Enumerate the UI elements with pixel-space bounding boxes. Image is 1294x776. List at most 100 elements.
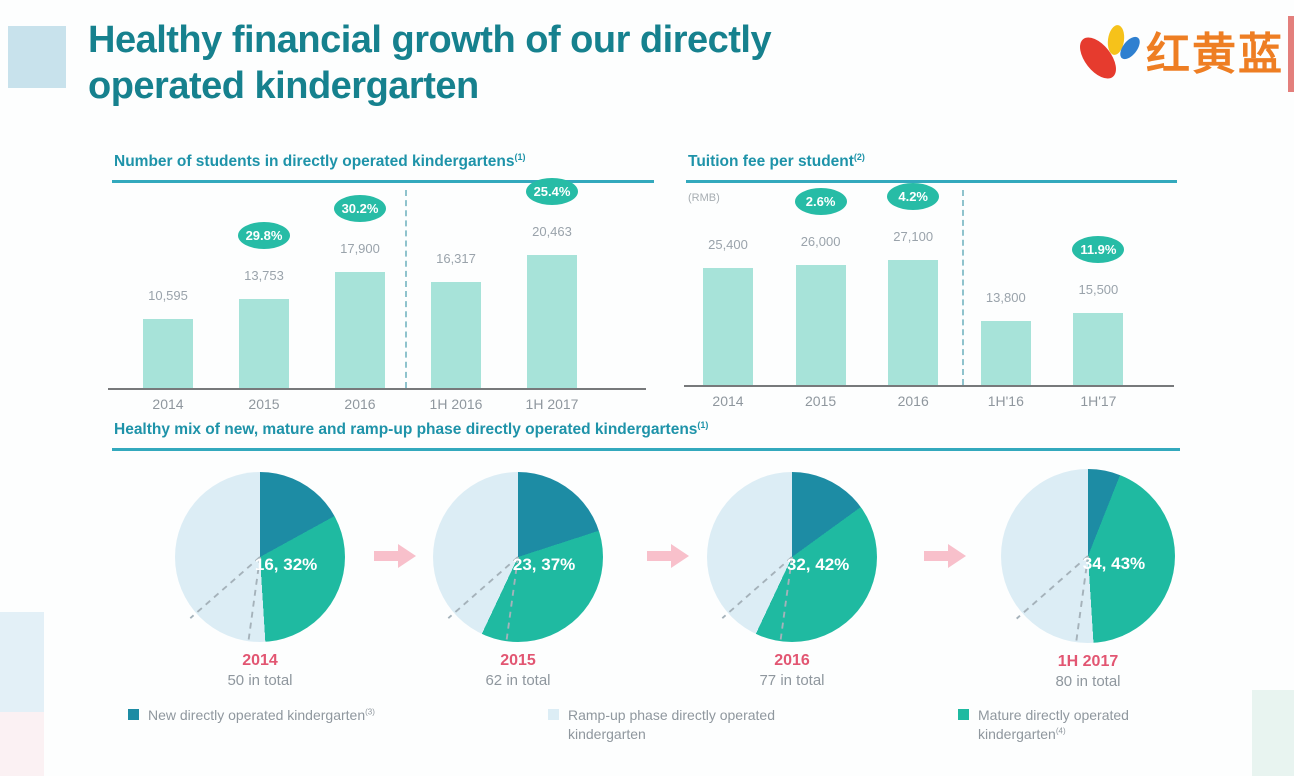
axis-label: 2015 <box>248 396 280 412</box>
page-title-line2: operated kindergarten <box>88 64 479 107</box>
bar <box>795 264 846 385</box>
growth-badge: 2.6% <box>794 187 847 215</box>
axis-label: 2016 <box>897 393 929 409</box>
mature-kindergarten-swatch <box>958 709 969 720</box>
axis-label: 1H'17 <box>1080 393 1117 409</box>
axis-label: 2014 <box>712 393 744 409</box>
pie-callout-label: 34, 43% <box>1082 554 1146 574</box>
unit-label: (RMB) <box>688 192 720 204</box>
page-title: Healthy financial growth of our directly… <box>88 18 1088 109</box>
legend-label: Mature directly operated kindergarten(4) <box>978 707 1129 742</box>
pie-total-label: 50 in total <box>227 672 293 689</box>
bar-value-label: 27,100 <box>893 228 934 244</box>
pie-year-label: 2014 <box>242 652 278 669</box>
growth-badge: 30.2% <box>334 194 386 222</box>
pie-year-label: 2016 <box>774 652 810 669</box>
mix-section-title: Healthy mix of new, mature and ramp-up p… <box>114 420 708 439</box>
bar <box>239 298 289 388</box>
pie-circle: 16, 32% <box>175 472 345 644</box>
legend-label: Ramp-up phase directly operated kinderga… <box>568 707 776 742</box>
bar <box>527 254 577 388</box>
chart-title-text: Tuition fee per student <box>688 153 854 171</box>
bar-value-label: 20,463 <box>532 223 572 239</box>
growth-badge: 11.9% <box>1072 236 1125 264</box>
tuition-bar-chart: Tuition fee per student(2) (RMB) 25,400 2… <box>684 152 1178 412</box>
logo-text: 红黄蓝 <box>1146 29 1284 79</box>
pie-callout-label: 16, 32% <box>254 555 318 575</box>
edge-square-left-blue <box>0 612 44 712</box>
legend-label: New directly operated kindergarten(3) <box>148 707 375 723</box>
bar-value-label: 13,800 <box>985 290 1026 306</box>
bar-value-label: 13,753 <box>244 267 284 283</box>
header-underline <box>686 180 1177 183</box>
students-bar-chart: Number of students in directly operated … <box>108 152 657 412</box>
pie-total-label: 62 in total <box>485 672 551 689</box>
header-underline <box>112 180 654 183</box>
x-axis-line <box>108 388 646 390</box>
dashed-callout-lines <box>721 556 793 644</box>
pie-circle: 23, 37% <box>433 472 603 644</box>
arrow-icon <box>372 543 418 574</box>
bar <box>431 281 481 388</box>
pie-chart: 23, 37% 2015 62 in total <box>433 472 603 689</box>
rampup-kindergarten-swatch <box>548 709 559 720</box>
company-logo: 红黄蓝 <box>1078 20 1284 89</box>
bar-value-label: 16,317 <box>436 250 476 266</box>
bar <box>703 267 753 385</box>
growth-badge: 29.8% <box>238 221 290 249</box>
new-kindergarten-swatch <box>128 709 139 720</box>
pie-chart: 32, 42% 2016 77 in total <box>707 472 877 689</box>
chart-title-superscript: (1) <box>514 152 526 162</box>
chart-title-text: Number of students in directly operated … <box>114 153 515 171</box>
pie-circle: 32, 42% <box>707 472 877 644</box>
bar <box>335 271 385 388</box>
growth-badge: 4.2% <box>887 182 940 210</box>
pie-total-label: 80 in total <box>1055 673 1121 690</box>
edge-square-left-pink <box>0 712 44 776</box>
pie-total-label: 77 in total <box>759 672 825 689</box>
legend-item-rampup: Ramp-up phase directly operated kinderga… <box>548 706 798 744</box>
mix-header-underline <box>112 448 1180 451</box>
mix-title-superscript: (1) <box>697 420 709 430</box>
arrow-icon <box>922 543 968 574</box>
chart-title: Tuition fee per student(2) <box>688 152 865 171</box>
bar-value-label: 10,595 <box>148 288 188 304</box>
axis-label: 2014 <box>152 396 184 412</box>
rainbow-bird-icon <box>1078 20 1140 89</box>
pie-year-label: 1H 2017 <box>1057 653 1119 670</box>
dashed-callout-lines <box>189 556 261 644</box>
pie-chart: 34, 43% 1H 2017 80 in total <box>1001 469 1175 690</box>
page-title-line1: Healthy financial growth of our directly <box>88 19 772 61</box>
axis-label: 1H'16 <box>987 393 1024 409</box>
bar <box>980 321 1031 385</box>
legend-item-mature: Mature directly operated kindergarten(4) <box>958 706 1193 744</box>
pie-circle: 34, 43% <box>1001 469 1175 645</box>
axis-label: 2016 <box>344 396 376 412</box>
edge-square-right-green <box>1252 690 1294 776</box>
bar-value-label: 17,900 <box>340 240 380 256</box>
bar <box>1073 313 1124 385</box>
axis-label: 1H 2017 <box>525 396 579 412</box>
period-separator-line <box>962 190 964 385</box>
pie-chart: 16, 32% 2014 50 in total <box>175 472 345 689</box>
arrow-icon <box>645 543 691 574</box>
pie-callout-label: 32, 42% <box>786 555 850 575</box>
bar-value-label: 25,400 <box>708 236 748 252</box>
edge-accent-red <box>1288 16 1294 92</box>
bar-value-label: 15,500 <box>1078 282 1119 298</box>
x-axis-line <box>684 385 1174 387</box>
bar <box>888 259 939 385</box>
chart-title: Number of students in directly operated … <box>114 152 526 171</box>
axis-label: 1H 2016 <box>429 396 483 412</box>
plot-area: 10,595 2014 13,753 29.8% 2015 17,900 30.2% 2016… <box>108 152 657 412</box>
legend-item-new: New directly operated kindergarten(3) <box>128 706 458 725</box>
bar-value-label: 26,000 <box>800 233 841 249</box>
title-bullet-square <box>8 26 66 88</box>
dashed-callout-lines <box>447 556 519 644</box>
growth-badge: 25.4% <box>526 177 578 205</box>
bar <box>143 319 193 388</box>
chart-title-superscript: (2) <box>853 152 865 162</box>
axis-label: 2015 <box>805 393 837 409</box>
